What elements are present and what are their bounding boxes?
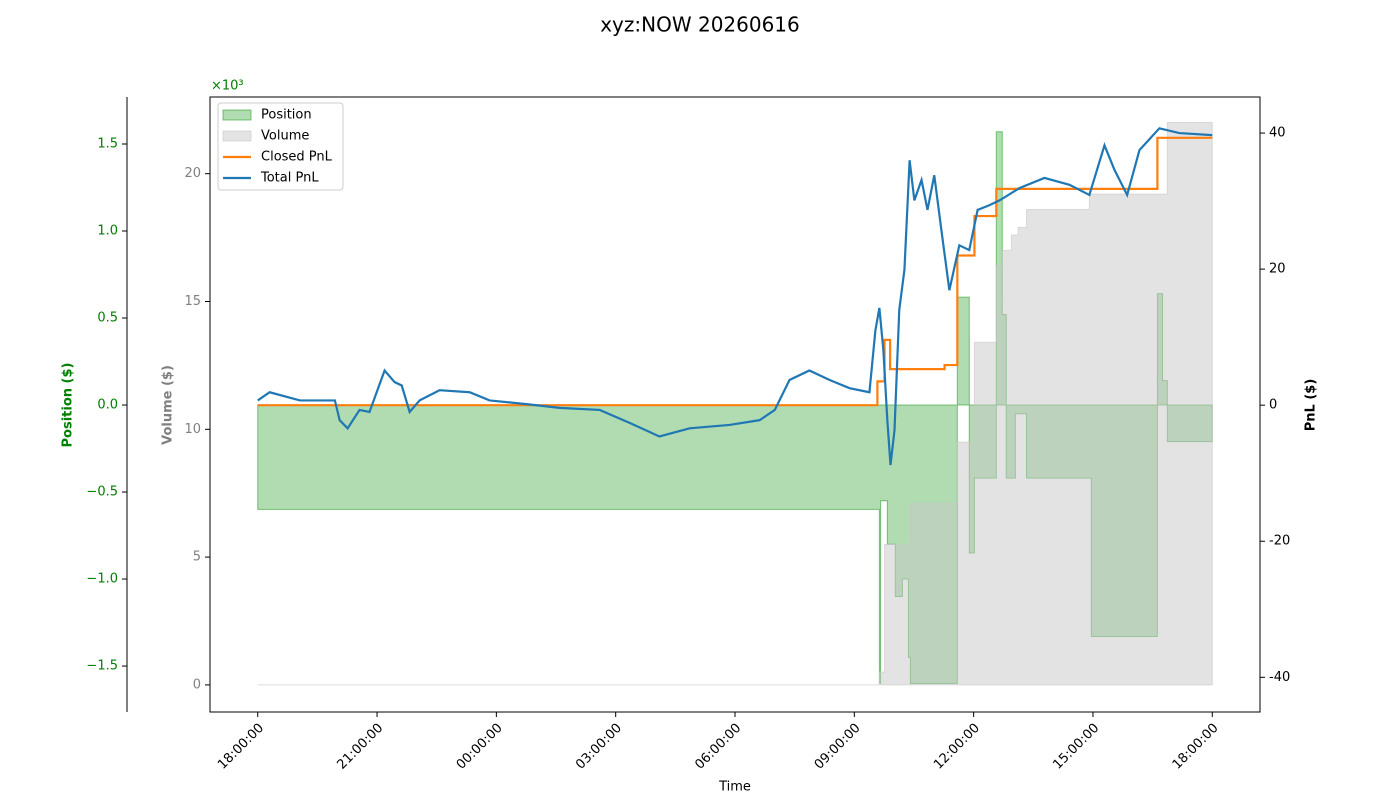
x-tick-label: 18:00:00 <box>1170 721 1222 773</box>
line <box>257 127 1213 466</box>
y-axis-label: Volume ($) <box>161 365 176 445</box>
y-tick-label: 1.5 <box>97 136 118 151</box>
chart-title: xyz:NOW 20260616 <box>600 13 800 37</box>
legend-label: Volume <box>261 129 309 144</box>
x-tick-label: 21:00:00 <box>334 721 386 773</box>
x-tick-label: 09:00:00 <box>812 721 864 773</box>
line <box>257 136 1213 407</box>
x-tick-label: 15:00:00 <box>1050 721 1102 773</box>
y-axis-label: PnL ($) <box>1304 379 1319 432</box>
y-tick-label: 15 <box>184 294 201 309</box>
y-tick-label: 0 <box>193 677 201 692</box>
y-tick-label: -20 <box>1269 534 1290 549</box>
y-tick-label: 0 <box>1269 398 1277 413</box>
legend: Position Volume Closed PnL Total PnL <box>217 102 344 191</box>
y-tick-label: 0.0 <box>97 398 118 413</box>
x-tick-label: 06:00:00 <box>692 721 744 773</box>
legend-box <box>217 102 344 191</box>
y-tick-label: 5 <box>193 550 201 565</box>
y-axis-label: Position ($) <box>61 363 76 448</box>
legend-swatch <box>222 109 252 121</box>
y-tick-label: 20 <box>1269 262 1286 277</box>
y-tick-label: -40 <box>1269 670 1290 685</box>
x-tick-label: 18:00:00 <box>215 721 267 773</box>
x-tick-label: 00:00:00 <box>454 721 506 773</box>
y-tick-label: −1.0 <box>86 572 118 587</box>
y-tick-label: 10 <box>184 422 201 437</box>
x-tick-label: 12:00:00 <box>931 721 983 773</box>
axis-multiplier: ×10³ <box>211 79 244 94</box>
area <box>257 122 1213 686</box>
y-tick-label: −0.5 <box>86 485 118 500</box>
y-tick-label: −1.5 <box>86 659 118 674</box>
x-tick-label: 03:00:00 <box>573 721 625 773</box>
plot <box>257 122 1213 686</box>
y-tick-label: 0.5 <box>97 311 118 326</box>
y-tick-label: 40 <box>1269 126 1286 141</box>
x-axis-label: Time <box>718 780 751 795</box>
y-tick-label: 1.0 <box>97 223 118 238</box>
y-tick-label: 20 <box>184 166 201 181</box>
legend-label: Closed PnL <box>261 150 333 165</box>
legend-swatch <box>222 130 252 142</box>
legend-label: Total PnL <box>260 171 319 186</box>
legend-label: Position <box>261 108 312 123</box>
